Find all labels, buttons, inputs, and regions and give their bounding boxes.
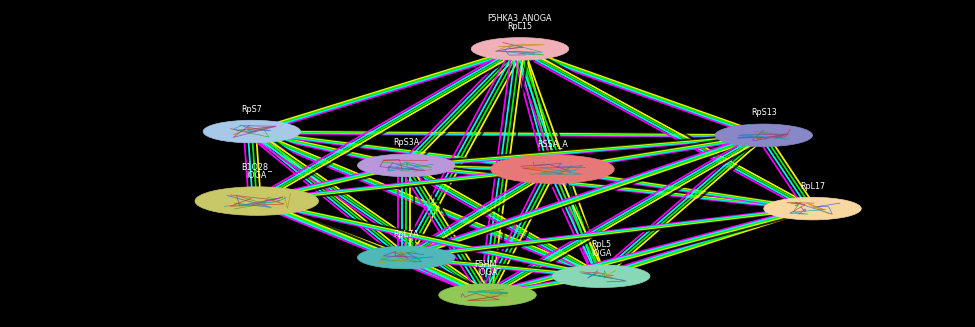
Circle shape — [763, 197, 861, 220]
Text: RpL17: RpL17 — [800, 181, 825, 191]
Circle shape — [195, 187, 319, 215]
Text: RpS3A: RpS3A — [393, 138, 419, 147]
Text: RpS7: RpS7 — [242, 105, 262, 113]
Text: RpL7A: RpL7A — [394, 231, 419, 239]
Text: B1Q28_: B1Q28_ — [241, 162, 272, 171]
Text: IOGA: IOGA — [478, 268, 497, 277]
Text: RpS13: RpS13 — [751, 108, 777, 117]
Text: RpL15: RpL15 — [507, 22, 532, 31]
Circle shape — [358, 154, 455, 177]
Circle shape — [439, 284, 536, 306]
Text: RpL5: RpL5 — [591, 240, 611, 249]
Text: F5HM_: F5HM_ — [474, 259, 501, 268]
Circle shape — [490, 155, 614, 183]
Circle shape — [358, 246, 455, 269]
Circle shape — [203, 120, 300, 143]
Circle shape — [471, 38, 568, 60]
Circle shape — [553, 265, 650, 287]
Text: IOGA: IOGA — [591, 249, 611, 258]
Text: F5HKA3_ANOGA: F5HKA3_ANOGA — [488, 13, 552, 22]
Text: IOGA: IOGA — [247, 171, 267, 180]
Circle shape — [715, 124, 812, 146]
Text: RSSA_A: RSSA_A — [537, 139, 567, 148]
